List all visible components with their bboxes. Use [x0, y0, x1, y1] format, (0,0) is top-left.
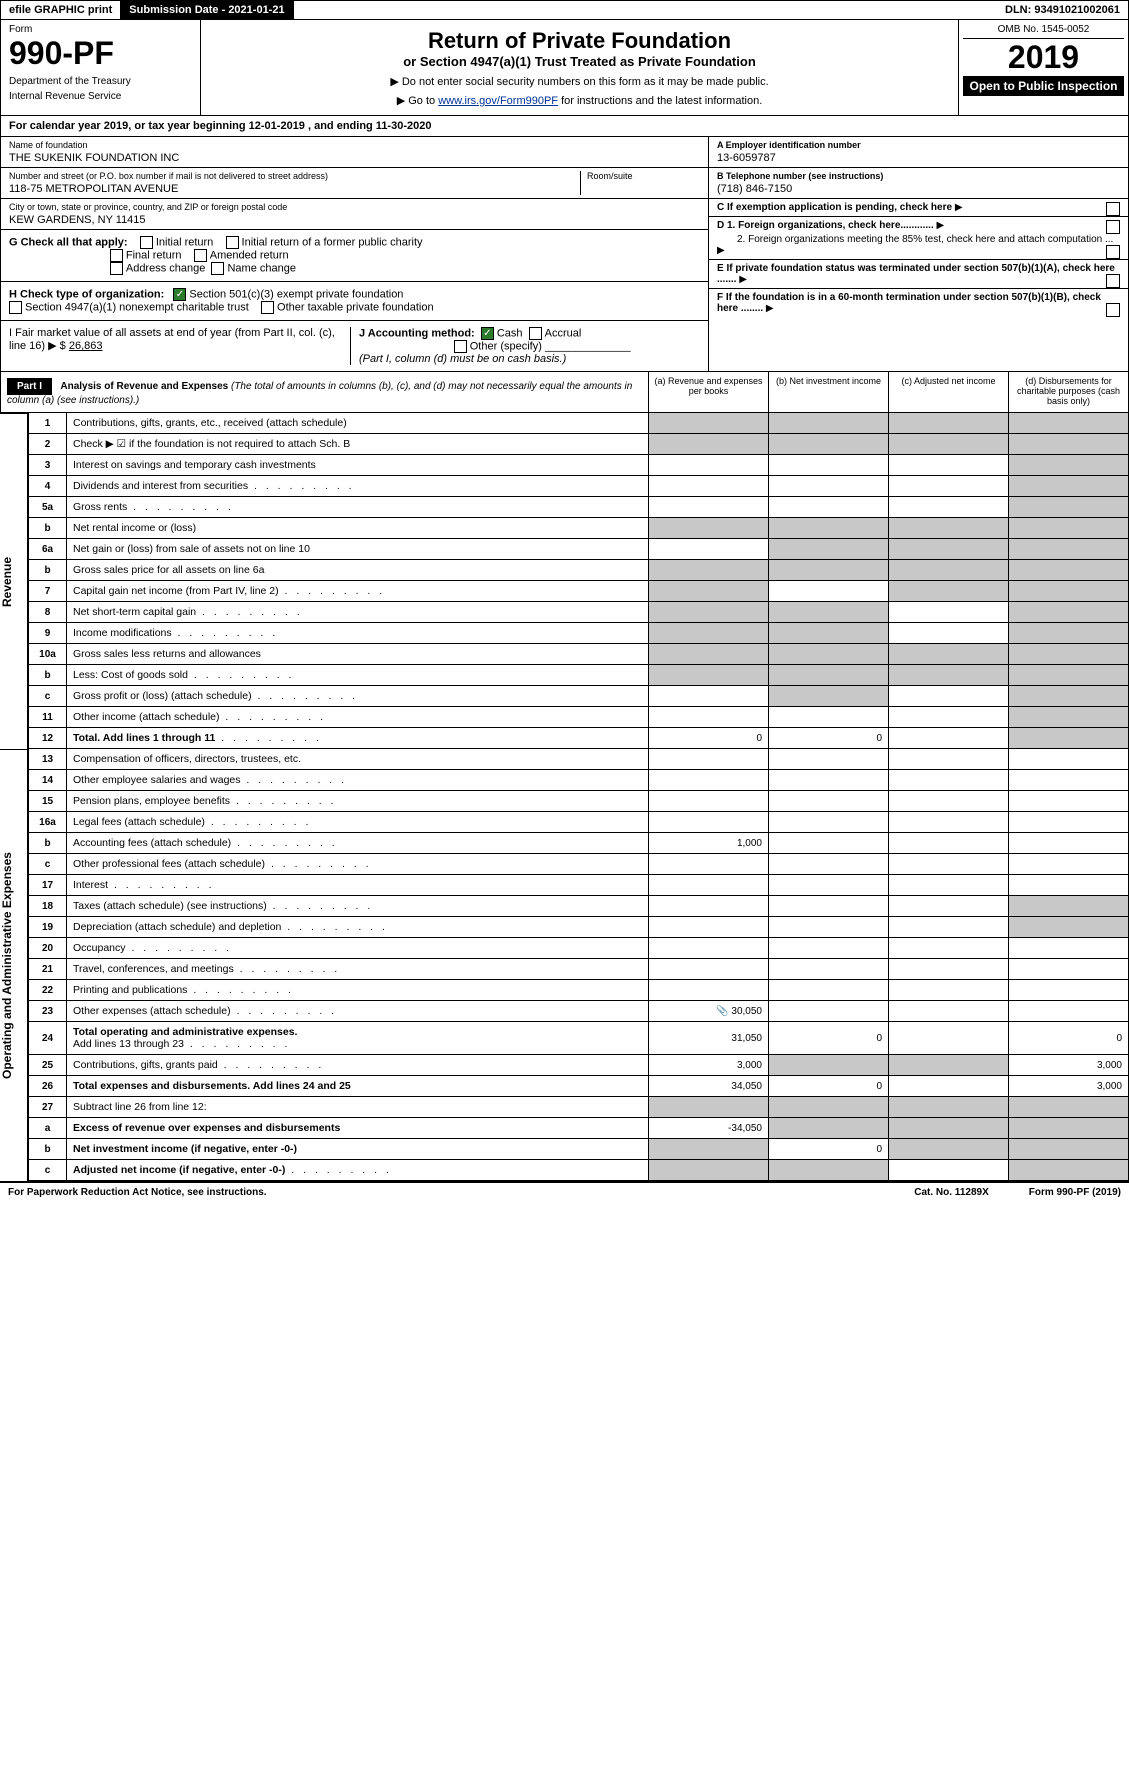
- omb-number: OMB No. 1545-0052: [963, 24, 1124, 39]
- part1-title: Analysis of Revenue and Expenses: [60, 381, 228, 392]
- city-val: KEW GARDENS, NY 11415: [9, 214, 700, 226]
- col-c: (c) Adjusted net income: [888, 372, 1008, 412]
- room-label: Room/suite: [587, 171, 700, 181]
- submission-date: Submission Date - 2021-01-21: [121, 1, 293, 19]
- cb-other-method[interactable]: [454, 340, 467, 353]
- col-d: (d) Disbursements for charitable purpose…: [1008, 372, 1128, 412]
- revenue-side: Revenue: [0, 413, 28, 749]
- revenue-table: 1Contributions, gifts, grants, etc., rec…: [28, 413, 1129, 749]
- foundation-name: THE SUKENIK FOUNDATION INC: [9, 152, 700, 164]
- cb-e[interactable]: [1106, 274, 1120, 288]
- expenses-side: Operating and Administrative Expenses: [0, 749, 28, 1181]
- cb-final[interactable]: [110, 249, 123, 262]
- address: 118-75 METROPOLITAN AVENUE: [9, 183, 580, 195]
- cb-501c3[interactable]: ✓: [173, 288, 186, 301]
- col-b: (b) Net investment income: [768, 372, 888, 412]
- cat-no: Cat. No. 11289X: [914, 1187, 988, 1198]
- cb-d2[interactable]: [1106, 245, 1120, 259]
- d1-label: D 1. Foreign organizations, check here..…: [717, 220, 934, 231]
- cb-c[interactable]: [1106, 202, 1120, 216]
- addr-label: Number and street (or P.O. box number if…: [9, 171, 580, 181]
- part1-label: Part I: [7, 378, 52, 395]
- cb-cash[interactable]: ✓: [481, 327, 494, 340]
- expenses-table: 13Compensation of officers, directors, t…: [28, 749, 1129, 1181]
- form-number: 990-PF: [9, 35, 192, 72]
- form-label: Form: [9, 24, 192, 35]
- col-a: (a) Revenue and expenses per books: [648, 372, 768, 412]
- cb-other-tax[interactable]: [261, 301, 274, 314]
- cb-initial[interactable]: [140, 236, 153, 249]
- irs-link[interactable]: www.irs.gov/Form990PF: [438, 95, 558, 107]
- top-bar: efile GRAPHIC print Submission Date - 20…: [0, 0, 1129, 20]
- cb-4947[interactable]: [9, 301, 22, 314]
- efile-label[interactable]: efile GRAPHIC print: [1, 1, 121, 19]
- phone-label: B Telephone number (see instructions): [717, 171, 883, 181]
- cb-d1[interactable]: [1106, 220, 1120, 234]
- cb-amended[interactable]: [194, 249, 207, 262]
- h-checks: H Check type of organization: ✓Section 5…: [1, 282, 708, 321]
- dept-treasury: Department of the Treasury: [9, 76, 192, 87]
- r23-attach[interactable]: 📎 30,050: [649, 1001, 769, 1022]
- cb-name-change[interactable]: [211, 262, 224, 275]
- i-j-row: I Fair market value of all assets at end…: [1, 321, 708, 371]
- part1-header: Part I Analysis of Revenue and Expenses …: [0, 372, 1129, 413]
- cb-initial-former[interactable]: [226, 236, 239, 249]
- dln-label: DLN: 93491021002061: [997, 1, 1128, 19]
- d2-label: 2. Foreign organizations meeting the 85%…: [717, 234, 1113, 245]
- irs-label: Internal Revenue Service: [9, 91, 192, 102]
- form-ref: Form 990-PF (2019): [1029, 1187, 1121, 1198]
- calendar-year: For calendar year 2019, or tax year begi…: [0, 116, 1129, 137]
- form-title: Return of Private Foundation: [209, 28, 950, 54]
- info-section: Name of foundation THE SUKENIK FOUNDATIO…: [0, 137, 1129, 372]
- form-subtitle: or Section 4947(a)(1) Trust Treated as P…: [209, 54, 950, 69]
- instruction-2: ▶ Go to www.irs.gov/Form990PF for instru…: [209, 94, 950, 107]
- g-checks: G Check all that apply: Initial return I…: [1, 230, 708, 282]
- instruction-1: ▶ Do not enter social security numbers o…: [209, 75, 950, 88]
- city-label: City or town, state or province, country…: [9, 202, 700, 212]
- f-label: F If the foundation is in a 60-month ter…: [717, 292, 1101, 314]
- e-label: E If private foundation status was termi…: [717, 263, 1115, 285]
- c-label: C If exemption application is pending, c…: [717, 202, 952, 213]
- ein-label: A Employer identification number: [717, 140, 861, 150]
- page-footer: For Paperwork Reduction Act Notice, see …: [0, 1181, 1129, 1202]
- fmv-value: 26,863: [69, 340, 103, 352]
- paperwork-notice: For Paperwork Reduction Act Notice, see …: [8, 1187, 267, 1198]
- form-header: Form 990-PF Department of the Treasury I…: [0, 20, 1129, 116]
- ein-value: 13-6059787: [717, 152, 1120, 164]
- open-public: Open to Public Inspection: [963, 76, 1124, 96]
- cb-addr-change[interactable]: [110, 262, 123, 275]
- phone-value: (718) 846-7150: [717, 183, 1120, 195]
- name-label: Name of foundation: [9, 140, 700, 150]
- cb-f[interactable]: [1106, 303, 1120, 317]
- cb-accrual[interactable]: [529, 327, 542, 340]
- tax-year: 2019: [963, 39, 1124, 76]
